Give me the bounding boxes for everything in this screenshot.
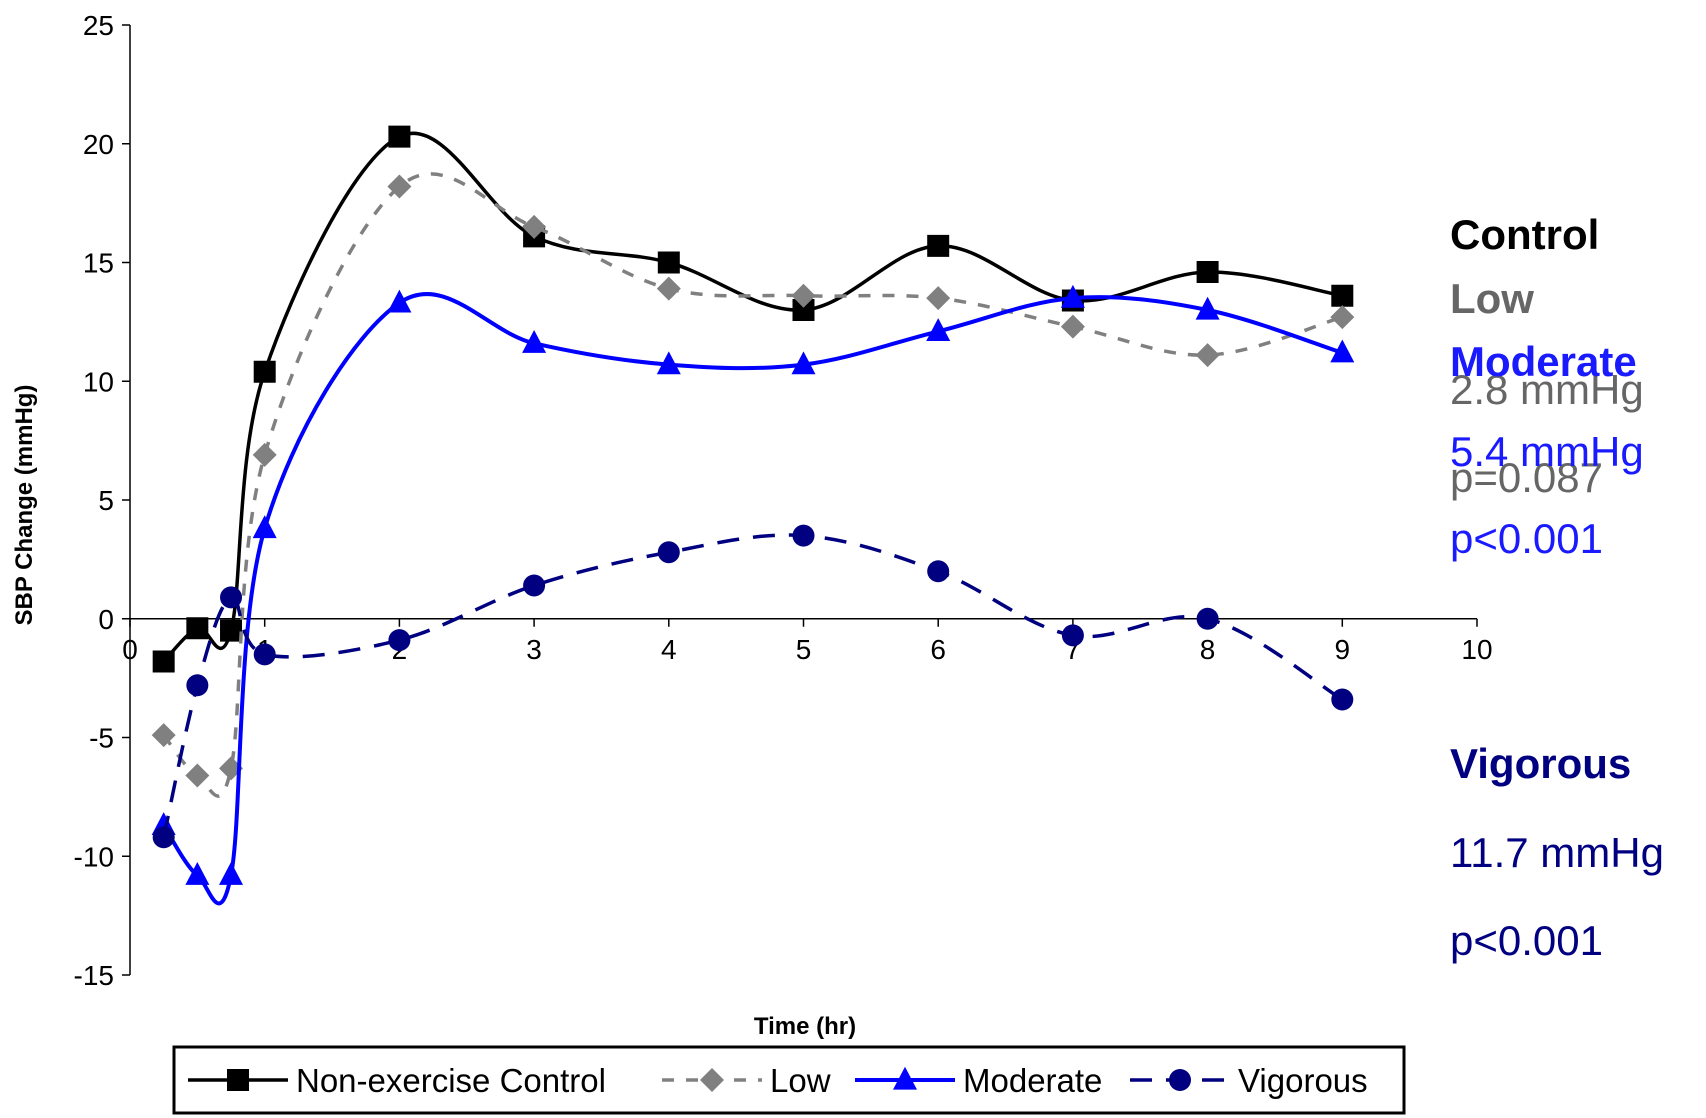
- data-point: [522, 214, 547, 239]
- data-point: [151, 723, 176, 748]
- legend-marker: [700, 1068, 724, 1092]
- moderate-annotation-value: 5.4 mmHg: [1450, 428, 1644, 475]
- moderate-annotation-p: p<0.001: [1450, 515, 1603, 562]
- x-tick-label: 0: [122, 634, 138, 665]
- series-line: [161, 533, 1344, 838]
- data-point: [1195, 296, 1220, 320]
- series-moderate: [151, 284, 1355, 906]
- data-point: [185, 763, 210, 788]
- data-point: [220, 586, 243, 609]
- x-tick-label: 3: [526, 634, 542, 665]
- x-axis-title: Time (hr): [754, 1013, 856, 1040]
- y-tick-label: 5: [98, 485, 114, 516]
- data-point: [656, 351, 681, 375]
- series-line: [162, 131, 1343, 663]
- y-tick-label: 10: [83, 366, 114, 397]
- legend-box: [172, 1045, 1406, 1115]
- data-point: [791, 283, 816, 308]
- data-point: [926, 318, 951, 341]
- y-tick-label: 0: [98, 604, 114, 635]
- data-point: [186, 674, 209, 697]
- x-tick-label: 10: [1461, 634, 1492, 665]
- legend-label: Vigorous: [1238, 1062, 1368, 1099]
- data-point: [185, 862, 210, 885]
- data-point: [792, 524, 815, 547]
- data-point: [1196, 261, 1219, 283]
- data-point: [1196, 607, 1219, 630]
- data-point: [791, 351, 816, 375]
- x-tick-label: 4: [661, 634, 677, 665]
- vigorous-annotation-p: p<0.001: [1450, 917, 1603, 964]
- data-point: [792, 299, 815, 321]
- data-point: [927, 560, 950, 583]
- data-point: [1061, 624, 1084, 647]
- data-point: [1330, 339, 1355, 363]
- control-annotation-label: Control: [1450, 211, 1600, 258]
- data-point: [1060, 284, 1085, 308]
- low-annotation-value: 2.8 mmHg: [1450, 366, 1644, 413]
- data-point: [387, 289, 412, 313]
- series-line: [162, 172, 1343, 798]
- y-axis-title: SBP Change (mmHg): [11, 385, 38, 626]
- legend-marker: [893, 1066, 917, 1090]
- series-layer: [151, 125, 1355, 906]
- moderate-annotation-label: Moderate: [1450, 338, 1637, 385]
- legend-marker: [227, 1069, 249, 1091]
- data-point: [522, 330, 547, 353]
- data-point: [152, 826, 175, 849]
- series-low: [151, 172, 1355, 798]
- data-point: [219, 862, 244, 885]
- data-point: [1060, 314, 1085, 339]
- legend-label: Moderate: [963, 1062, 1102, 1099]
- legend-item: Low: [662, 1062, 831, 1099]
- x-tick-label: 8: [1200, 634, 1216, 665]
- data-point: [1330, 305, 1355, 330]
- y-tick-label: 15: [83, 248, 114, 279]
- data-point: [253, 643, 276, 666]
- data-point: [657, 541, 680, 564]
- low-annotation-label: Low: [1450, 275, 1534, 322]
- data-point: [1195, 343, 1220, 368]
- legend-item: Non-exercise Control: [188, 1062, 606, 1099]
- series-non-exercise-control: [152, 125, 1354, 673]
- data-point: [388, 629, 411, 652]
- data-point: [252, 442, 277, 467]
- legend-label: Low: [770, 1062, 831, 1099]
- data-point: [523, 574, 546, 597]
- vigorous-annotation-label: Vigorous: [1450, 740, 1632, 787]
- series-vigorous: [152, 524, 1354, 849]
- y-tick-label: 25: [83, 10, 114, 41]
- data-point: [252, 515, 277, 539]
- series-line: [162, 292, 1343, 906]
- data-point: [1331, 688, 1354, 711]
- y-tick-label: -5: [89, 723, 114, 754]
- legend-label: Non-exercise Control: [296, 1062, 606, 1099]
- data-point: [186, 617, 209, 640]
- y-tick-label: 20: [83, 129, 114, 160]
- data-point: [253, 360, 276, 383]
- y-tick-label: -15: [74, 960, 114, 991]
- data-point: [388, 125, 411, 148]
- data-point: [220, 619, 243, 642]
- legend: Non-exercise Control Low Moderate Vigorous: [172, 1045, 1406, 1115]
- y-tick-label: -10: [74, 841, 114, 872]
- data-point: [927, 234, 950, 257]
- legend-marker: [1169, 1069, 1191, 1091]
- x-tick-label: 5: [796, 634, 812, 665]
- data-point: [387, 174, 412, 199]
- data-point: [657, 251, 680, 274]
- data-point: [656, 276, 681, 301]
- x-tick-label: 9: [1335, 634, 1351, 665]
- legend-item: Moderate: [855, 1062, 1102, 1099]
- x-tick-label: 6: [930, 634, 946, 665]
- data-point: [1331, 284, 1354, 307]
- legend-item: Vigorous: [1130, 1062, 1368, 1099]
- data-point: [926, 286, 951, 311]
- data-point: [152, 650, 175, 673]
- low-annotation-p: p=0.087: [1450, 454, 1603, 501]
- vigorous-annotation-value: 11.7 mmHg: [1450, 829, 1664, 876]
